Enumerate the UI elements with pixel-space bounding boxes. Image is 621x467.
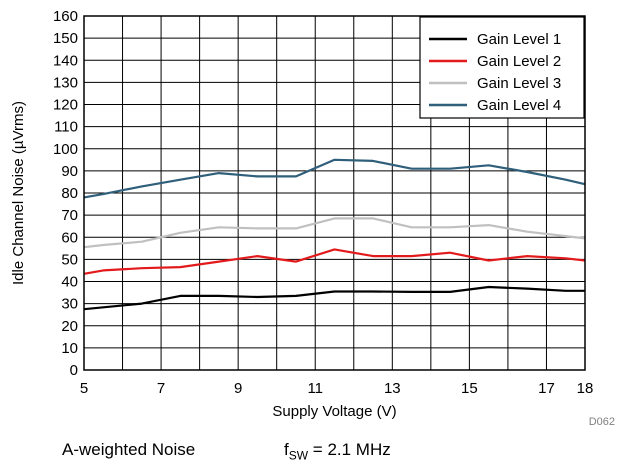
series-line xyxy=(83,248,586,275)
legend-label: Gain Level 2 xyxy=(477,53,561,70)
caption-weighting: A-weighted Noise xyxy=(62,440,196,459)
y-tick-label: 30 xyxy=(61,296,78,313)
x-tick-label: 15 xyxy=(461,380,478,397)
plot-frame xyxy=(83,15,586,371)
y-tick-label: 100 xyxy=(53,141,78,158)
legend-label: Gain Level 3 xyxy=(477,75,561,92)
y-tick-label: 130 xyxy=(53,74,78,91)
x-tick-labels: 5 7 9 11 13 15 17 18 xyxy=(80,380,594,397)
y-tick-label: 20 xyxy=(61,318,78,335)
caption-f-subscript: SW xyxy=(288,448,309,463)
noise-vs-supply-chart: 0 10 20 30 40 50 60 70 80 90 100 110 120 130 140 150 160… xyxy=(10,8,615,428)
x-tick-label: 9 xyxy=(234,380,242,397)
caption-f-value: = 2.1 MHz xyxy=(308,440,391,459)
caption-switching-frequency: fSW = 2.1 MHz xyxy=(284,440,391,462)
series-lines xyxy=(83,158,586,311)
x-tick-label: 13 xyxy=(384,380,401,397)
x-tick-label: 18 xyxy=(577,380,594,397)
y-tick-label: 90 xyxy=(61,163,78,180)
legend-label: Gain Level 1 xyxy=(477,31,561,48)
x-axis-label: Supply Voltage (V) xyxy=(272,403,396,420)
y-tick-label: 40 xyxy=(61,274,78,291)
y-tick-label: 60 xyxy=(61,229,78,246)
y-tick-label: 50 xyxy=(61,251,78,268)
y-tick-label: 10 xyxy=(61,340,78,357)
y-tick-labels: 0 10 20 30 40 50 60 70 80 90 100 110 120 130 140 150 160 xyxy=(53,8,78,379)
x-tick-label: 7 xyxy=(157,380,165,397)
legend-box xyxy=(419,16,585,119)
series-line xyxy=(83,217,586,249)
legend-label: Gain Level 4 xyxy=(477,97,561,114)
caption-f-symbol: f xyxy=(284,440,289,459)
figure-id: D062 xyxy=(589,416,615,428)
y-tick-label: 120 xyxy=(53,97,78,114)
x-tick-label: 5 xyxy=(80,380,88,397)
x-tick-label: 11 xyxy=(307,380,323,397)
y-tick-label: 160 xyxy=(53,8,78,25)
y-tick-label: 150 xyxy=(53,30,78,47)
y-tick-label: 110 xyxy=(54,119,78,136)
y-axis-label: Idle Channel Noise (µVrms) xyxy=(10,101,27,285)
y-tick-label: 0 xyxy=(70,362,78,379)
x-tick-label: 17 xyxy=(538,380,555,397)
legend: Gain Level 1 Gain Level 2 Gain Level 3 Gain… xyxy=(419,16,585,119)
series-line xyxy=(83,285,585,311)
y-tick-label: 70 xyxy=(61,207,78,224)
series-line xyxy=(83,158,586,199)
y-tick-label: 80 xyxy=(61,185,78,202)
y-tick-label: 140 xyxy=(53,52,78,69)
